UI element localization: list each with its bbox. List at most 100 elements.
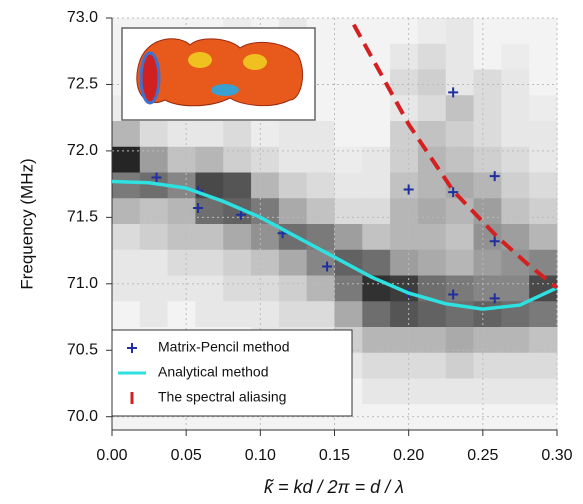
heatmap-cell — [501, 172, 530, 199]
heatmap-cell — [167, 121, 196, 148]
heatmap-cell — [417, 404, 447, 431]
heatmap-cell — [278, 301, 308, 328]
inset-shape — [136, 38, 303, 107]
heatmap-cell — [306, 198, 335, 225]
heatmap-cell — [445, 198, 475, 225]
heatmap-cell — [501, 198, 530, 225]
heatmap-cell — [362, 121, 391, 148]
axis-line — [111, 18, 557, 431]
heatmap-cell — [473, 301, 502, 328]
grid: 70.0 70.5 71.0 71.5 72.0 72.5 73.0 0.00 0.05 0.10… — [67, 9, 573, 464]
y-axis-label: Frequency (MHz) — [17, 158, 36, 289]
heatmap-cell — [417, 69, 447, 96]
data-point — [236, 209, 247, 220]
heatmap-cell — [390, 404, 419, 431]
heatmap-cell — [195, 198, 224, 225]
heatmap-cell — [445, 146, 475, 173]
heatmap-cell — [445, 327, 475, 354]
heatmap-cell — [417, 301, 447, 328]
heatmap-cell — [417, 95, 447, 122]
heatmap-cell — [501, 404, 530, 431]
heatmap-cell — [278, 249, 308, 276]
heatmap-cell — [112, 275, 141, 302]
heatmap-cell — [529, 352, 558, 379]
heatmap-cell — [223, 249, 252, 276]
heatmap-cell — [251, 146, 280, 173]
heatmap-cell — [501, 378, 530, 405]
heatmap-cell — [529, 43, 558, 70]
heatmap-cell — [112, 121, 141, 148]
heatmap-cell — [139, 301, 169, 328]
heatmap-cell — [223, 121, 252, 148]
inset — [121, 27, 316, 121]
heatmap-cell — [362, 352, 391, 379]
heatmap-cell — [334, 224, 363, 251]
x-tick-label: 0.25 — [467, 447, 498, 464]
heatmap-cell — [112, 198, 141, 225]
heatmap-cell — [501, 43, 530, 70]
heatmap-cell — [501, 352, 530, 379]
heatmap-cell — [278, 121, 308, 148]
heatmap-cell — [473, 43, 502, 70]
heatmap-cell — [278, 275, 308, 302]
data-point — [489, 236, 500, 247]
heatmap-cell — [445, 404, 475, 431]
legend-label: Analytical method — [158, 364, 269, 380]
heatmap-cell — [223, 172, 252, 199]
heatmap-cell — [417, 224, 447, 251]
heatmap-cell — [139, 224, 169, 251]
heatmap-cell — [473, 18, 502, 45]
heatmap-cell — [112, 249, 141, 276]
heatmap-cell — [251, 301, 280, 328]
heatmap-cell — [529, 327, 558, 354]
heatmap-cell — [139, 121, 169, 148]
heatmap-cell — [445, 95, 475, 122]
heatmap-cell — [417, 172, 447, 199]
heatmap-cell — [139, 198, 169, 225]
heatmap-cell — [473, 198, 502, 225]
plot — [111, 23, 559, 311]
heatmap-cell — [445, 378, 475, 405]
heatmap-cell — [445, 43, 475, 70]
heatmap-cell — [529, 18, 558, 45]
data-point — [489, 293, 500, 304]
heatmap-cell — [529, 121, 558, 148]
y-tick-label: 71.5 — [67, 209, 98, 226]
heatmap-cell — [501, 146, 530, 173]
data-point — [489, 171, 500, 182]
heatmap-cell — [195, 301, 224, 328]
heatmap-cell — [195, 121, 224, 148]
heatmap-cell — [167, 198, 196, 225]
data-point — [448, 87, 459, 98]
heatmap-cell — [251, 121, 280, 148]
heatmap-cell — [390, 249, 419, 276]
heatmap-cell — [417, 352, 447, 379]
heatmap-cell — [417, 327, 447, 354]
heatmap-cell — [251, 224, 280, 251]
heatmap-cell — [417, 198, 447, 225]
heatmap-cell — [362, 146, 391, 173]
y-tick-label: 71.0 — [67, 275, 98, 292]
heatmap-cell — [473, 404, 502, 431]
heatmap-cell — [139, 249, 169, 276]
legend-label: Matrix-Pencil method — [158, 339, 290, 355]
inset-shape — [211, 84, 239, 96]
heatmap-cell — [473, 249, 502, 276]
data-point — [322, 261, 333, 272]
heatmap-cell — [445, 224, 475, 251]
heatmap-cell — [501, 327, 530, 354]
heatmap-cell — [167, 249, 196, 276]
heatmap-cell — [529, 69, 558, 96]
heatmap-cell — [251, 275, 280, 302]
heatmap-cell — [251, 172, 280, 199]
heatmap-cell — [278, 198, 308, 225]
heatmap-cell — [473, 95, 502, 122]
x-axis-label: k̃ = kd / 2π = d / λ — [264, 477, 404, 497]
heatmap-cell — [362, 301, 391, 328]
heatmap-cell — [390, 378, 419, 405]
heatmap-cell — [362, 172, 391, 199]
heatmap-cell — [473, 327, 502, 354]
heatmap-cell — [167, 275, 196, 302]
data-point — [448, 289, 459, 300]
